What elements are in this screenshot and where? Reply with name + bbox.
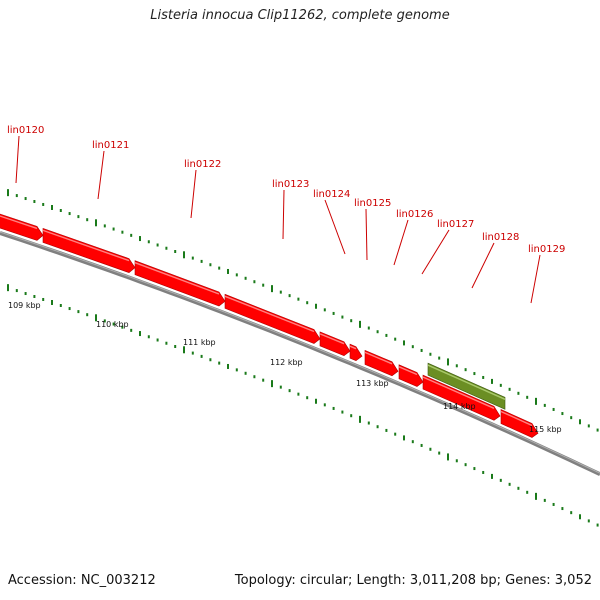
gene-label: lin0123 bbox=[272, 179, 309, 190]
genome-summary-text: Topology: circular; Length: 3,011,208 bp… bbox=[234, 573, 592, 588]
gene-label-leaders bbox=[15, 135, 541, 304]
gene-label: lin0128 bbox=[482, 232, 519, 243]
gene-leader-line bbox=[190, 169, 197, 219]
gene-leader-line bbox=[282, 189, 285, 240]
gene-label: lin0122 bbox=[184, 159, 221, 170]
gene-label: lin0127 bbox=[437, 219, 474, 230]
gene-label: lin0120 bbox=[7, 125, 44, 136]
gene-arrow bbox=[422, 374, 501, 421]
gene-track bbox=[0, 213, 539, 438]
accession-text: Accession: NC_003212 bbox=[8, 573, 156, 588]
genome-backbone bbox=[0, 231, 600, 477]
gene-leader-line bbox=[97, 150, 105, 200]
gene-arrow bbox=[349, 343, 363, 362]
scale-label: 115 kbp bbox=[529, 425, 562, 434]
gene-label: lin0129 bbox=[528, 244, 565, 255]
gene-leader-line bbox=[530, 254, 541, 304]
gene-arrow bbox=[319, 331, 351, 357]
scale-labels: 109 kbp 110 kbp 111 kbp 112 kbp 113 kbp 114 k… bbox=[8, 301, 562, 434]
gene-leader-line bbox=[393, 219, 409, 266]
gene-label: lin0121 bbox=[92, 140, 129, 151]
gene-arrow bbox=[42, 227, 136, 273]
gene-leader-line bbox=[324, 199, 346, 255]
gene-arrow bbox=[134, 260, 226, 307]
scale-label: 113 kbp bbox=[356, 379, 389, 388]
tick-track-top bbox=[7, 189, 599, 432]
gene-label: lin0126 bbox=[396, 209, 433, 220]
gene-arrow bbox=[364, 349, 399, 377]
gene-label: lin0124 bbox=[313, 189, 350, 200]
gene-leader-line bbox=[365, 208, 368, 261]
page-title: Listeria innocua Clip11262, complete gen… bbox=[150, 8, 450, 23]
scale-label: 114 kbp bbox=[443, 402, 476, 411]
gene-arrow bbox=[224, 293, 321, 344]
gene-arrow bbox=[0, 213, 44, 241]
backbone-highlight bbox=[0, 231, 600, 474]
tick-track-bottom bbox=[7, 284, 599, 527]
backbone-line bbox=[0, 231, 600, 477]
scale-label: 110 kbp bbox=[96, 320, 129, 329]
gene-label: lin0125 bbox=[354, 198, 391, 209]
gene-labels: lin0120 lin0121 lin0122 lin0123 lin0124 lin01… bbox=[7, 125, 565, 255]
scale-label: 109 kbp bbox=[8, 301, 41, 310]
gene-arrow bbox=[500, 409, 539, 438]
scale-label: 112 kbp bbox=[270, 358, 303, 367]
gene-leader-line bbox=[471, 242, 495, 289]
scale-label: 111 kbp bbox=[183, 338, 216, 347]
gene-leader-line bbox=[15, 135, 20, 184]
gene-leader-line bbox=[421, 229, 450, 275]
highlight-feature bbox=[427, 362, 506, 410]
gene-arrow bbox=[398, 364, 424, 387]
